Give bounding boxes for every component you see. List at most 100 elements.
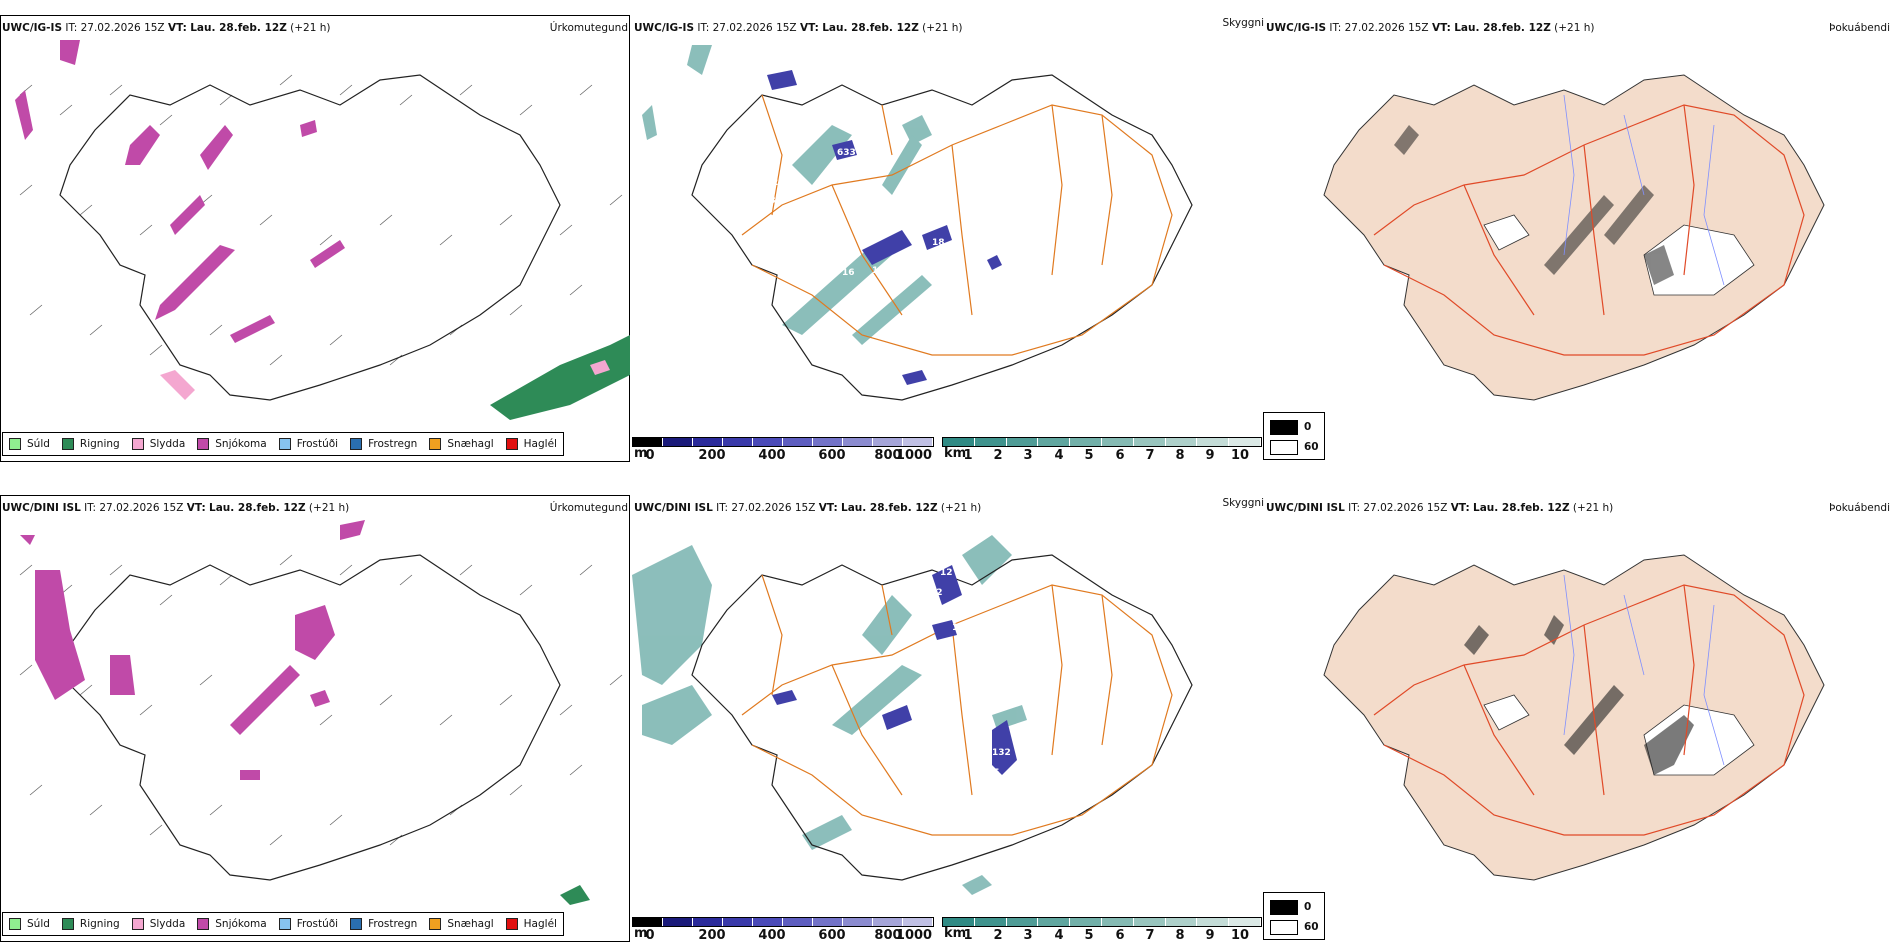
panel-title: Skyggni: [1222, 17, 1265, 29]
map-frame: [0, 15, 630, 462]
cloud-base-label: 32: [900, 848, 913, 858]
vt-label: VT:: [818, 502, 838, 514]
cloud-base-label: 248: [744, 146, 763, 156]
vt-label: VT:: [1450, 502, 1470, 514]
legend-item: Slydda: [131, 438, 185, 450]
model-name: UWC/DINI ISL: [634, 502, 713, 514]
legend-item: Frostregn: [350, 918, 417, 930]
visibility-colorbar: 1 2 3 4 5 6 7 8 9 10 km: [942, 917, 1262, 943]
cloudbase-colorbar: 0 200 400 600 800 1000 m: [632, 437, 934, 463]
cloud-base-label: 286: [702, 758, 721, 768]
colorbar-segment: [813, 918, 843, 926]
iceland-land: [1323, 554, 1825, 881]
it-value: 27.02.2026 15Z: [99, 502, 184, 514]
row-ig-is: UWC/IG-IS IT: 27.02.2026 15Z VT: Lau. 28…: [0, 0, 1900, 465]
visibility-panel: UWC/DINI ISL IT: 27.02.2026 15Z VT: Lau.…: [632, 480, 1264, 945]
vt-value: Lau. 28.feb. 12Z: [209, 502, 306, 514]
colorbar-segment: [903, 438, 933, 446]
legend-swatch: [505, 438, 518, 450]
cloud-base-label: 384: [757, 738, 776, 748]
legend-item: Frostúði: [278, 918, 338, 930]
colorbar-segment: [1165, 918, 1198, 926]
legend-swatch: [9, 438, 21, 450]
cloud-base-label: 370: [792, 238, 811, 248]
cloudbase-unit: m: [634, 926, 648, 941]
cloud-base-label: 13: [807, 723, 820, 733]
legend-item: Snæhagl: [429, 918, 494, 930]
legend-item: Rigning: [61, 918, 120, 930]
colorbar-segment: [1133, 918, 1166, 926]
cloud-base-label: 127: [872, 266, 891, 276]
legend-swatch: [61, 438, 74, 450]
it-value: 27.02.2026 15Z: [712, 22, 797, 34]
colorbar-segment: [873, 438, 903, 446]
colorbar-segment: [663, 918, 693, 926]
fog-areas: [1464, 615, 1694, 775]
colorbar-segment: [783, 438, 813, 446]
cloud-base-label: 817: [797, 224, 816, 234]
colorbar-segment: [1197, 918, 1230, 926]
fog-legend-white: [1270, 440, 1298, 455]
cloud-base-label: 163: [757, 196, 776, 206]
vt-value: Lau. 28.feb. 12Z: [822, 22, 919, 34]
legend-item: Súld: [9, 438, 50, 450]
legend-swatch: [429, 438, 442, 450]
it-value: 27.02.2026 15Z: [731, 502, 816, 514]
colorbar-segment: [1038, 918, 1071, 926]
cloud-base-label: 132: [992, 748, 1011, 758]
panel-header: UWC/IG-IS IT: 27.02.2026 15Z VT: Lau. 28…: [634, 22, 963, 34]
it-label: IT:: [1348, 502, 1361, 514]
colorbar-segment: [1070, 438, 1102, 446]
legend-swatch: [429, 918, 442, 930]
visibility-panel: UWC/IG-IS IT: 27.02.2026 15Z VT: Lau. 28…: [632, 0, 1264, 465]
model-name: UWC/DINI ISL: [2, 502, 81, 514]
cloud-base-label: 146: [900, 783, 919, 793]
legend-item: Súld: [9, 918, 50, 930]
colorbar-segment: [693, 918, 723, 926]
legend-swatch: [61, 918, 74, 930]
legend-swatch: [131, 438, 144, 450]
visibility-colorbar: 1 2 3 4 5 6 7 8 9 10 km: [942, 437, 1262, 463]
vt-label: VT:: [167, 22, 187, 34]
legend-item: Haglél: [505, 438, 557, 450]
colorbar-segment: [1229, 438, 1261, 446]
visibility-map: 658 384 286 13 248 12 146 82 13 12 15 132 133 32: [632, 535, 1193, 895]
colorbar-segment: [1006, 918, 1039, 926]
colorbar-segment: [843, 918, 873, 926]
cloud-base-label: 18: [932, 238, 945, 248]
fog-roads: [1373, 104, 1805, 356]
fog-legend-black: [1270, 900, 1298, 915]
it-value: 27.02.2026 15Z: [80, 22, 165, 34]
legend-swatch: [350, 918, 363, 930]
glaciers: [1483, 214, 1755, 296]
visibility-ticks: 1 2 3 4 5 6 7 8 9 10: [963, 928, 1250, 943]
panel-header: UWC/DINI ISL IT: 27.02.2026 15Z VT: Lau.…: [1266, 502, 1613, 514]
cloudbase-ticks: 0 200 400 600 800 1000: [645, 928, 933, 943]
colorbar-segment: [1006, 438, 1039, 446]
legend-item: Snjókoma: [197, 918, 267, 930]
panel-header: UWC/IG-IS IT: 27.02.2026 15Z VT: Lau. 28…: [2, 22, 331, 34]
visibility-ticks: 1 2 3 4 5 6 7 8 9 10: [963, 448, 1250, 463]
colorbar-segment: [1197, 438, 1230, 446]
visibility-unit: km: [944, 926, 967, 941]
colorbar-segment: [974, 438, 1007, 446]
legend-item: Haglél: [505, 918, 557, 930]
lead-time: (+21 h): [1572, 502, 1614, 514]
visibility-bar: [942, 917, 1262, 927]
panel-title: Þokuábendi: [1829, 502, 1890, 514]
precip-type-panel: UWC/DINI ISL IT: 27.02.2026 15Z VT: Lau.…: [0, 480, 632, 945]
legend-swatch: [131, 918, 144, 930]
lead-time: (+21 h): [1554, 22, 1595, 34]
cloud-base-labels: 76 248 221 633 163 817 370 18 16 139 16 127 168 91 2: [744, 73, 1033, 308]
legend-swatch: [197, 918, 210, 930]
panel-title: Úrkomutegund: [549, 22, 628, 34]
it-value: 27.02.2026 15Z: [1344, 22, 1429, 34]
fog-panel: UWC/DINI ISL IT: 27.02.2026 15Z VT: Lau.…: [1264, 480, 1900, 945]
road-network: [741, 574, 1173, 836]
legend-swatch: [9, 918, 21, 930]
cloudbase-bar: [632, 917, 934, 927]
wind-barbs: [19, 554, 623, 846]
legend-item: Snjókoma: [197, 438, 267, 450]
it-label: IT:: [84, 502, 97, 514]
cloud-base-labels: 658 384 286 13 248 12 146 82 13 12 15 132 133 32: [702, 568, 1011, 858]
